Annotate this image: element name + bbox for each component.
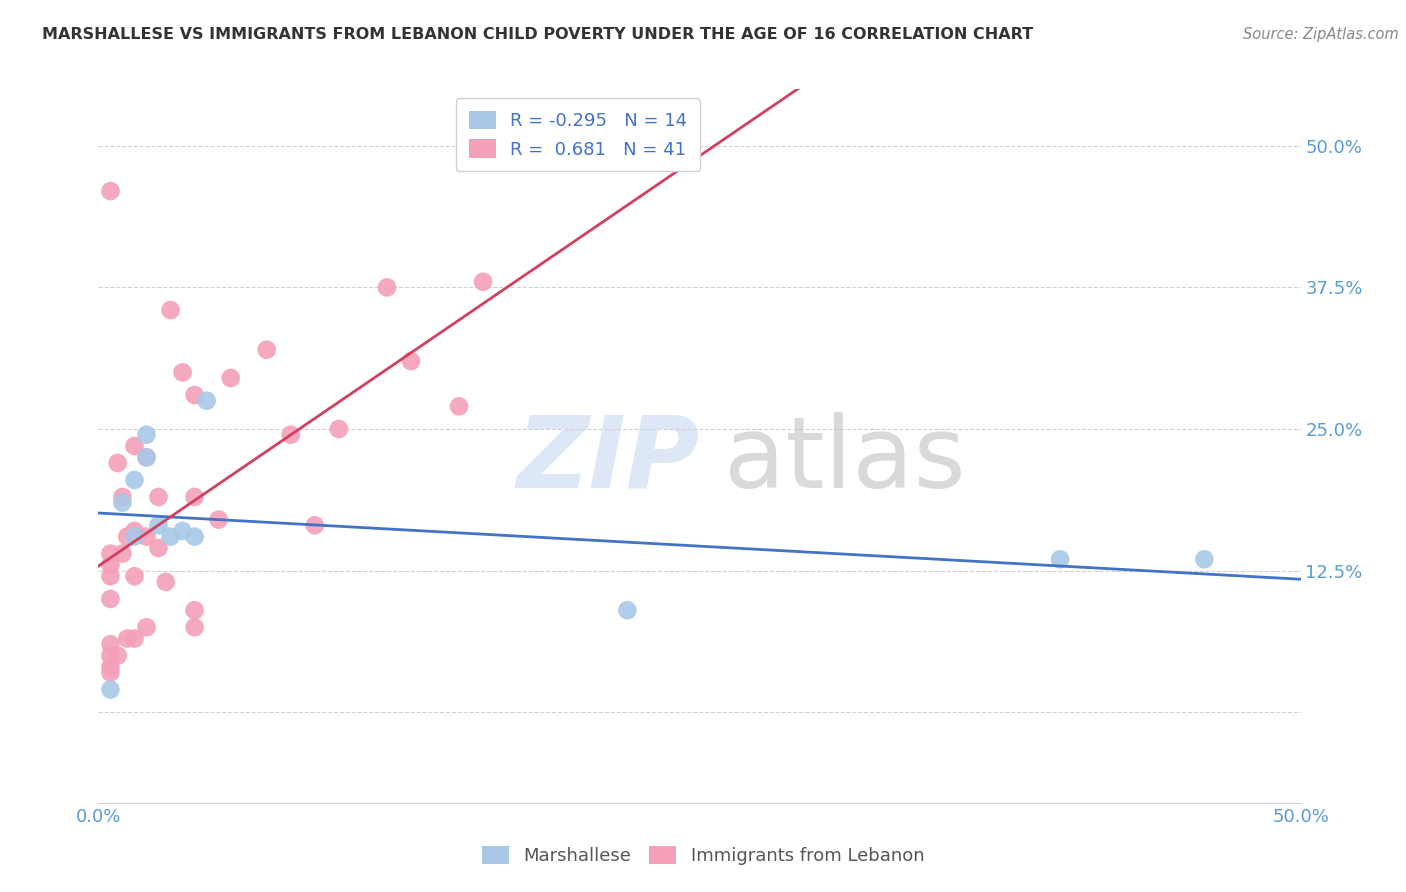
Point	[183, 603, 205, 617]
Point	[100, 648, 122, 663]
Point	[111, 547, 134, 561]
Point	[124, 473, 146, 487]
Point	[148, 490, 170, 504]
Point	[280, 427, 302, 442]
Point	[219, 371, 242, 385]
Point	[183, 490, 205, 504]
Point	[100, 569, 122, 583]
Point	[172, 524, 194, 538]
Point	[328, 422, 350, 436]
Point	[183, 530, 205, 544]
Point	[135, 620, 157, 634]
Point	[195, 393, 218, 408]
Point	[256, 343, 278, 357]
Point	[155, 574, 177, 589]
Point	[111, 490, 134, 504]
Text: MARSHALLESE VS IMMIGRANTS FROM LEBANON CHILD POVERTY UNDER THE AGE OF 16 CORRELA: MARSHALLESE VS IMMIGRANTS FROM LEBANON C…	[42, 27, 1033, 42]
Point	[172, 365, 194, 379]
Point	[208, 513, 231, 527]
Point	[100, 637, 122, 651]
Legend: R = -0.295   N = 14, R =  0.681   N = 41: R = -0.295 N = 14, R = 0.681 N = 41	[456, 98, 700, 171]
Point	[148, 541, 170, 555]
Point	[111, 495, 134, 509]
Text: ZIP: ZIP	[516, 412, 700, 508]
Point	[117, 632, 139, 646]
Point	[1049, 552, 1071, 566]
Point	[124, 524, 146, 538]
Point	[447, 400, 470, 414]
Point	[100, 558, 122, 572]
Point	[100, 665, 122, 680]
Point	[183, 388, 205, 402]
Point	[1194, 552, 1216, 566]
Point	[100, 184, 122, 198]
Point	[107, 456, 129, 470]
Point	[183, 620, 205, 634]
Point	[135, 427, 157, 442]
Point	[472, 275, 495, 289]
Point	[124, 632, 146, 646]
Point	[107, 648, 129, 663]
Point	[159, 530, 181, 544]
Point	[148, 518, 170, 533]
Point	[135, 450, 157, 465]
Point	[135, 450, 157, 465]
Point	[100, 660, 122, 674]
Point	[100, 547, 122, 561]
Point	[135, 530, 157, 544]
Text: Source: ZipAtlas.com: Source: ZipAtlas.com	[1243, 27, 1399, 42]
Point	[159, 303, 181, 318]
Point	[304, 518, 326, 533]
Point	[124, 530, 146, 544]
Point	[100, 682, 122, 697]
Point	[100, 591, 122, 606]
Text: atlas: atlas	[724, 412, 965, 508]
Point	[117, 530, 139, 544]
Point	[124, 439, 146, 453]
Legend: Marshallese, Immigrants from Lebanon: Marshallese, Immigrants from Lebanon	[472, 837, 934, 874]
Point	[616, 603, 638, 617]
Point	[399, 354, 422, 368]
Point	[375, 280, 398, 294]
Point	[124, 569, 146, 583]
